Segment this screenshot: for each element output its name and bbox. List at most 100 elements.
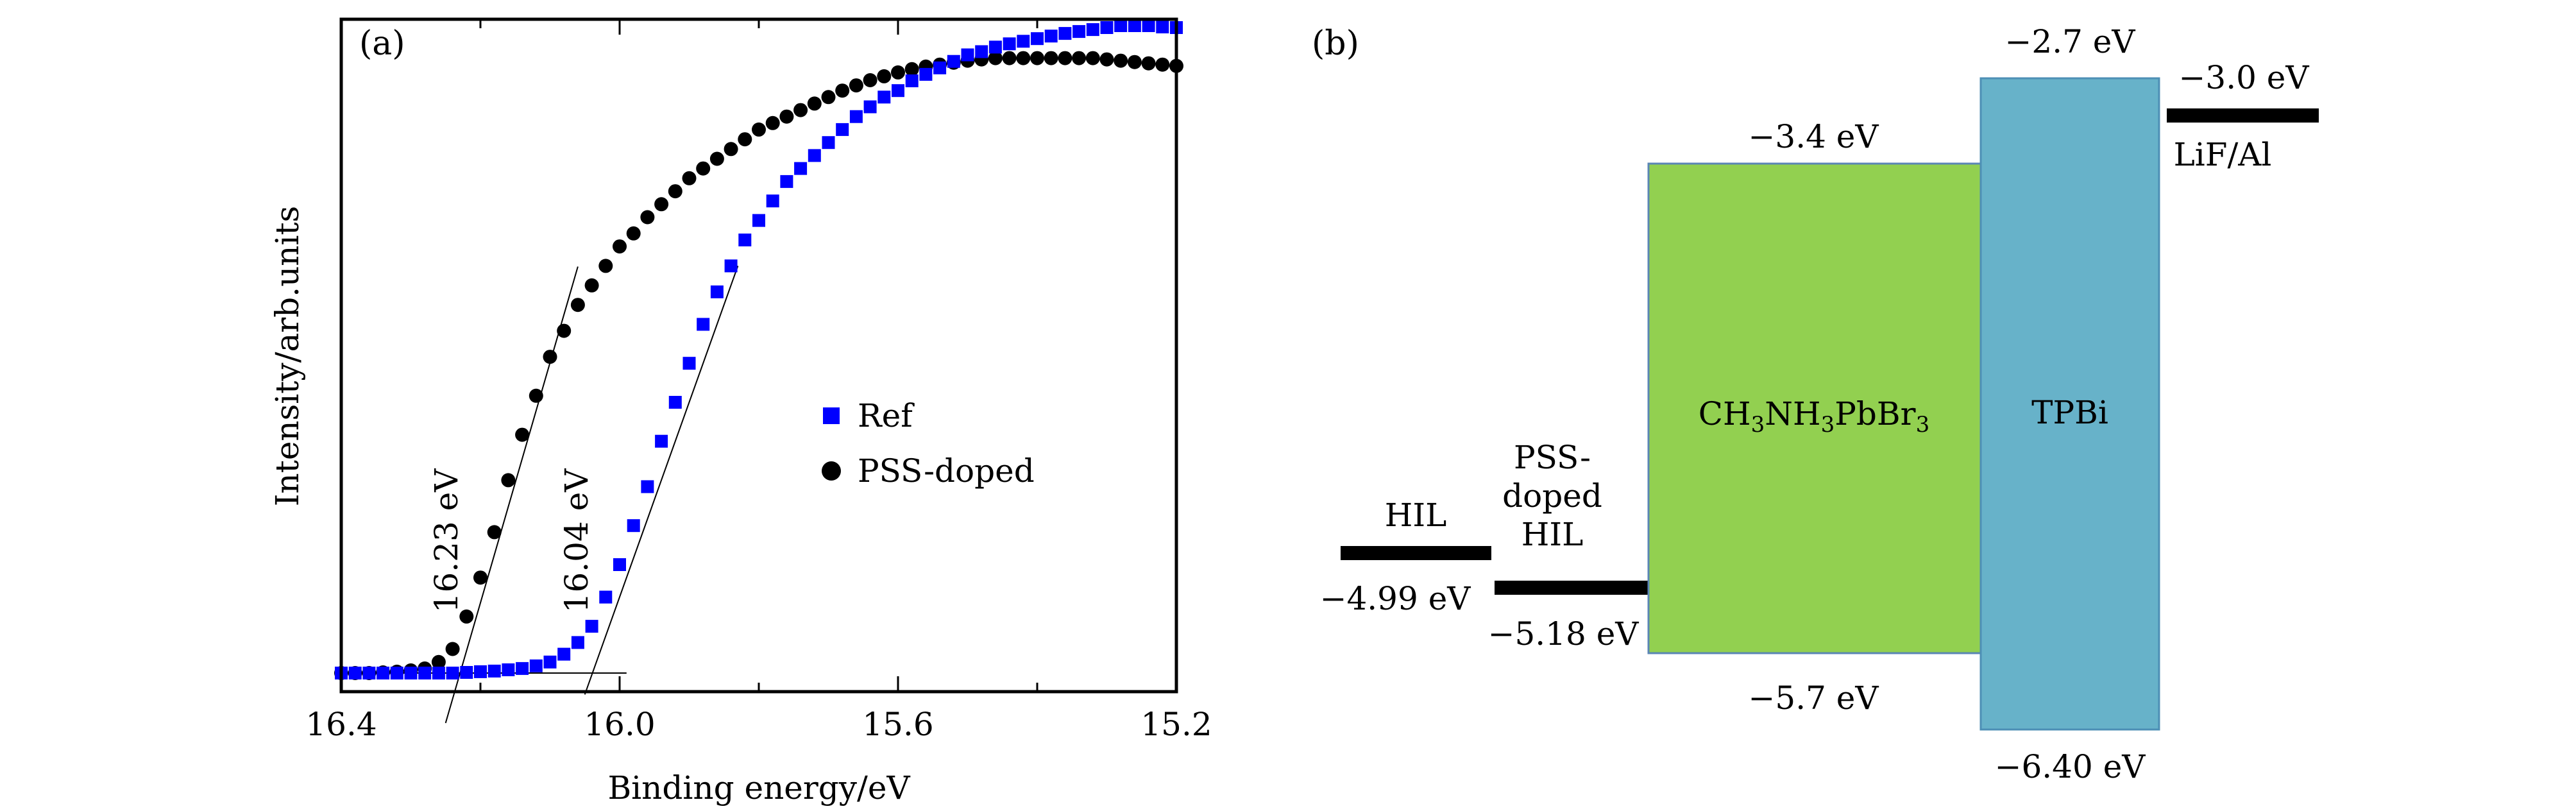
data-point-ref [599, 590, 613, 604]
data-point-ref [1058, 27, 1072, 40]
data-point-ref [877, 90, 891, 104]
legend-marker-ref [823, 407, 840, 424]
data-point-ref [1003, 37, 1016, 51]
data-point-ref [933, 61, 947, 74]
hil-label: HIL [1385, 497, 1447, 534]
data-point-pss-doped [1058, 51, 1072, 65]
perovskite-layer-box [1647, 162, 1982, 654]
data-point-pss-doped [1155, 57, 1170, 72]
data-point-ref [738, 234, 752, 246]
data-point-ref [474, 665, 487, 678]
data-point-ref [1128, 19, 1141, 32]
data-point-ref [432, 667, 445, 679]
panel-b-energy-diagram: (b) HIL −4.99 eV PSS- doped HIL −5.18 eV… [1312, 23, 2319, 785]
data-point-ref [516, 662, 529, 675]
data-point-ref [752, 214, 765, 227]
data-point-ref [418, 667, 432, 679]
tpbi-bottom-energy: −6.40 eV [1995, 748, 2146, 785]
data-point-pss-doped [557, 323, 572, 338]
perovskite-bottom-energy: −5.7 eV [1748, 679, 1879, 717]
data-point-ref [487, 664, 501, 678]
data-point-ref [377, 667, 390, 679]
data-point-pss-doped [584, 278, 599, 293]
data-point-ref [502, 663, 515, 676]
data-point-pss-doped [501, 473, 516, 488]
data-point-ref [1100, 21, 1114, 34]
data-point-pss-doped [877, 69, 892, 83]
hil-energy-value: −4.99 eV [1320, 580, 1471, 617]
data-point-ref [641, 480, 654, 493]
data-point-ref [627, 519, 640, 533]
data-point-pss-doped [709, 151, 724, 166]
pss-doped-hil-label-line3: HIL [1521, 516, 1584, 553]
data-point-pss-doped [570, 298, 585, 312]
x-tick-label: 16.4 [305, 706, 377, 743]
data-point-ref [822, 136, 835, 149]
data-point-pss-doped [724, 142, 738, 157]
data-point-pss-doped [431, 654, 446, 669]
panel-a-label: (a) [359, 24, 405, 63]
data-point-pss-doped [835, 83, 850, 98]
x-axis-ticks: 16.4 16.0 15.6 15.2 [305, 19, 1212, 743]
data-point-pss-doped [904, 62, 919, 76]
data-point-pss-doped [696, 161, 711, 176]
data-point-pss-doped [654, 197, 669, 212]
data-point-pss-doped [1085, 51, 1100, 65]
perovskite-layer-label: CH3NH3PbBr3 [1699, 395, 1929, 438]
data-point-ref [780, 175, 793, 188]
data-point-pss-doped [640, 210, 655, 225]
data-point-pss-doped [1141, 56, 1156, 71]
data-point-pss-doped [765, 115, 780, 130]
data-point-pss-doped [668, 184, 682, 199]
legend-label-ref: Ref [858, 397, 915, 434]
data-point-ref [892, 84, 904, 98]
data-point-pss-doped [473, 570, 487, 585]
data-point-pss-doped [515, 427, 530, 442]
x-axis-label: Binding energy/eV [607, 769, 910, 807]
data-point-pss-doped [487, 525, 502, 540]
data-point-ref [697, 318, 710, 331]
data-point-ref [571, 636, 584, 649]
data-point-ref [585, 620, 598, 633]
data-point-ref [390, 667, 403, 679]
data-markers [334, 19, 1183, 680]
plot-frame [339, 17, 1178, 694]
legend: Ref PSS-doped [822, 397, 1035, 490]
data-point-pss-doped [445, 642, 460, 656]
data-point-ref [710, 285, 724, 298]
onset-fit-lines [341, 266, 739, 724]
data-point-pss-doped [891, 65, 905, 80]
data-point-ref [961, 48, 974, 62]
data-point-pss-doped [849, 78, 863, 93]
x-tick-label: 15.2 [1140, 706, 1212, 743]
data-point-pss-doped [1030, 51, 1044, 65]
data-point-ref [919, 67, 933, 81]
data-point-pss-doped [752, 122, 766, 137]
data-point-ref [1114, 19, 1128, 32]
data-point-ref [529, 659, 543, 672]
data-point-ref [947, 55, 960, 68]
data-point-ref [905, 74, 919, 87]
data-point-pss-doped [1044, 51, 1058, 65]
data-point-pss-doped [543, 350, 557, 364]
annotation-16-04-ev: 16.04 eV [558, 468, 595, 613]
data-point-pss-doped [1127, 55, 1142, 69]
data-point-pss-doped [613, 239, 627, 254]
data-point-ref [863, 100, 877, 114]
data-point-pss-doped [1002, 51, 1017, 65]
data-point-ref [1156, 21, 1169, 33]
legend-marker-pss-doped [822, 461, 841, 481]
panel-a-chart: (a) 16.4 16.0 15.6 15.2 Binding energy/eV I… [269, 17, 1212, 807]
data-point-ref [1072, 25, 1086, 38]
data-point-ref [1031, 32, 1044, 46]
data-point-pss-doped [459, 609, 474, 624]
data-point-ref [836, 123, 849, 136]
data-point-pss-doped [1099, 52, 1114, 67]
fit-line-0 [445, 266, 579, 724]
data-point-ref [404, 667, 418, 679]
data-point-ref [1086, 23, 1099, 37]
data-point-ref [849, 110, 863, 123]
x-tick-label: 15.6 [862, 706, 933, 743]
pss-doped-hil-label-line1: PSS- [1514, 439, 1591, 476]
